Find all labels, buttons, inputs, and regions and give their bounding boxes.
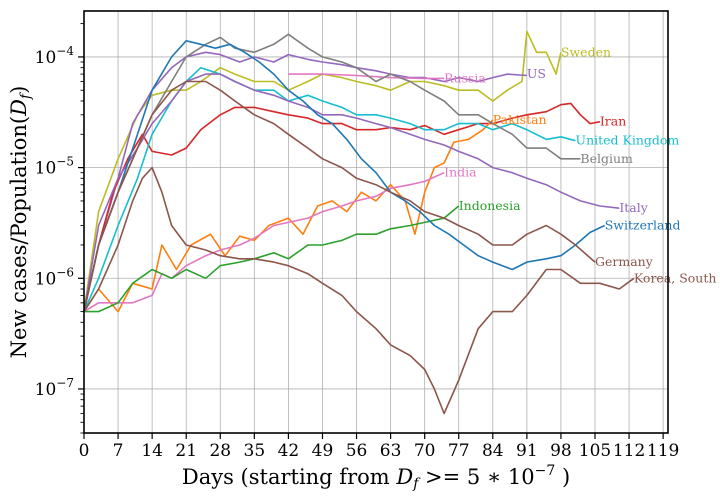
x-tick-label: 49 [312,441,334,461]
series-line [83,80,596,312]
series-label: Switzerland [605,217,681,232]
x-tick-label: 35 [244,441,266,461]
series-line [288,73,445,80]
x-tick-label: 98 [550,441,572,461]
series-labels: Sweden US Russia Iran Pakistan United Kingdom… [444,44,716,285]
series-line [83,119,494,313]
x-axis-label: Days (starting from Df >= 5 ∗ 10−7 ) [182,463,570,492]
x-tick-label: 91 [516,441,538,461]
series-label: Italy [619,200,648,215]
series-line [83,30,562,312]
series-label: Belgium [580,151,633,166]
series-label: Germany [595,254,654,269]
x-tick-label: 7 [113,441,124,461]
series-label: Russia [444,70,486,85]
x-tick-label: 70 [414,441,436,461]
series-line [83,102,601,312]
series-label: India [444,165,477,180]
series-label: Pakistan [493,112,547,127]
grid-lines [83,11,668,433]
x-tick-label: 0 [79,441,90,461]
x-tick-label: 105 [579,441,611,461]
x-tick-label: 28 [209,441,231,461]
y-tick-label: 10−5 [35,155,74,179]
x-tick-label: 56 [346,441,368,461]
series-line [83,33,581,312]
series-label: Sweden [561,44,611,59]
x-tick-label: 119 [647,441,679,461]
series-line [83,171,445,313]
plot-frame [83,10,669,434]
y-tick-label: 10−7 [35,376,74,400]
series-line [84,205,460,313]
x-tick-label: 14 [141,441,163,461]
series-line [83,66,576,312]
x-tick-label: 77 [448,441,470,461]
y-axis-ticks: 10−7 10−6 10−5 10−4 [35,23,84,434]
series-label: Korea, South [634,270,717,285]
y-axis-label: New cases/Population(Df) [7,86,34,359]
x-tick-label: 42 [278,441,300,461]
series-label: Iran [600,114,626,129]
x-tick-label: 112 [613,441,645,461]
series-label: United Kingdom [576,133,680,148]
x-tick-label: 63 [380,441,402,461]
series-lines [83,30,635,415]
x-tick-label: 84 [482,441,504,461]
series-label: Indonesia [459,198,521,213]
series-line [83,166,635,415]
series-line [83,51,527,312]
x-axis-ticks: 0 7 14 21 28 35 42 49 56 63 70 77 84 91 98 105 112 119 [79,433,679,461]
x-tick-label: 21 [175,441,197,461]
series-line [83,40,606,312]
y-tick-label: 10−4 [35,44,75,68]
series-line [83,73,620,312]
series-label: US [527,66,546,81]
y-tick-label: 10−6 [35,265,74,289]
